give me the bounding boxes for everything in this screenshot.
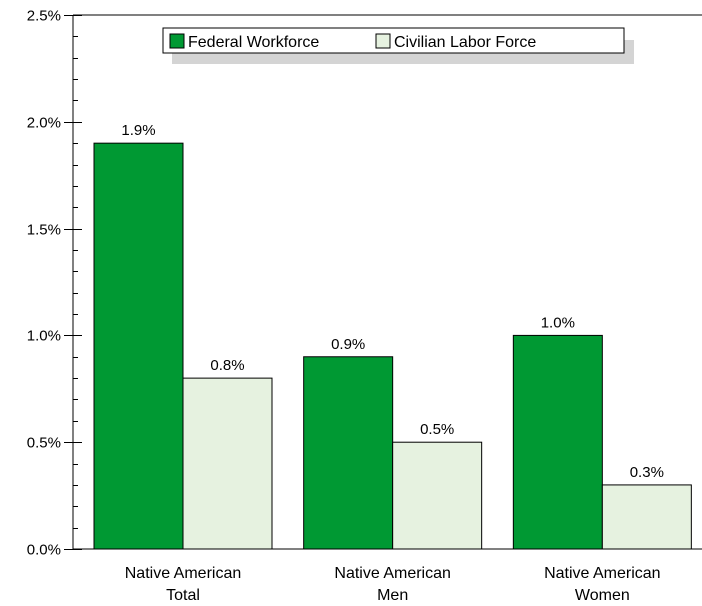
y-tick-label: 0.5% [27, 435, 61, 452]
data-label: 1.0% [541, 314, 575, 331]
data-label: 0.3% [630, 464, 664, 481]
y-tick-label: 2.5% [27, 8, 61, 25]
bar [601, 484, 692, 550]
data-label: 0.8% [210, 357, 244, 374]
y-tick-label: 1.0% [27, 328, 61, 345]
category-label: Total [166, 587, 200, 604]
legend-label-federal: Federal Workforce [188, 34, 319, 51]
data-label: 0.9% [331, 336, 365, 353]
category-label: Women [575, 587, 630, 604]
bar [303, 356, 394, 550]
y-tick-label: 2.0% [27, 115, 61, 132]
legend: Federal Workforce Civilian Labor Force [162, 27, 634, 64]
data-label: 1.9% [121, 122, 155, 139]
category-label: Native American [544, 565, 661, 582]
legend-swatch-civilian [375, 33, 391, 49]
category-label: Native American [334, 565, 451, 582]
y-tick-label: 1.5% [27, 222, 61, 239]
legend-swatch-federal [169, 33, 185, 49]
plot-area: 0.0% 0.5% 1.0% 1.5% 2.0% 2.5% 1.9% 0.8% Native A… [27, 8, 702, 604]
bar [392, 441, 483, 550]
category-label: Men [377, 587, 408, 604]
data-label: 0.5% [420, 421, 454, 438]
category-label: Native American [125, 565, 242, 582]
bar [182, 377, 273, 550]
legend-box [162, 27, 625, 54]
legend-label-civilian: Civilian Labor Force [394, 34, 536, 51]
y-tick-label: 0.0% [27, 542, 61, 559]
bar [93, 142, 184, 550]
bar [512, 334, 603, 550]
